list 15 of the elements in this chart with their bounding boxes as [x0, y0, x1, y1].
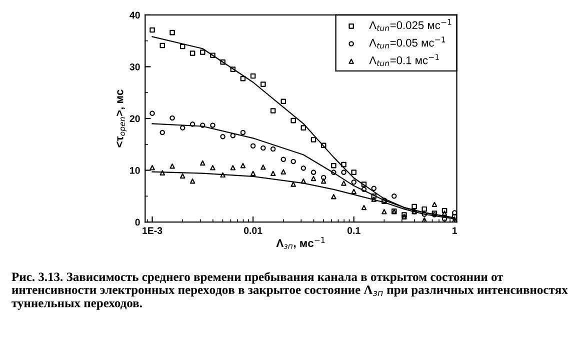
y-tick-label: 20	[130, 115, 140, 122]
y-axis-title: <τ$_{open}$>, мс	[116, 90, 127, 148]
x-tick-label: 0.1	[347, 227, 360, 234]
legend-label: Λ$_{tun}$=0.05 мс$^{−1}$	[369, 36, 446, 49]
y-tick-label: 40	[130, 12, 140, 19]
text: Рис. 3.13. Зависимость среднего времени пребывания канала в открытом состоянии от интенсивности электронных переходов в закрытое состояние Λ$_{зп}$ при различных интенсивностях туннельных переходов.	[12, 272, 568, 310]
x-tick-label: 1E-3	[142, 227, 162, 234]
y-tick-label: 0	[135, 218, 140, 226]
y-tick-label: 10	[130, 166, 140, 174]
x-axis-title: Λ$_{зп}$, мс$^{−1}$	[276, 237, 325, 249]
legend-label: Λ$_{tun}$=0.025 мс$^{−1}$	[369, 19, 452, 31]
legend-label: Λ$_{tun}$=0.1 мс$^{−1}$	[369, 54, 439, 66]
y-tick-label: 30	[130, 63, 140, 70]
x-tick-label: 1	[452, 227, 458, 234]
x-tick-label: 0.01	[244, 227, 262, 234]
